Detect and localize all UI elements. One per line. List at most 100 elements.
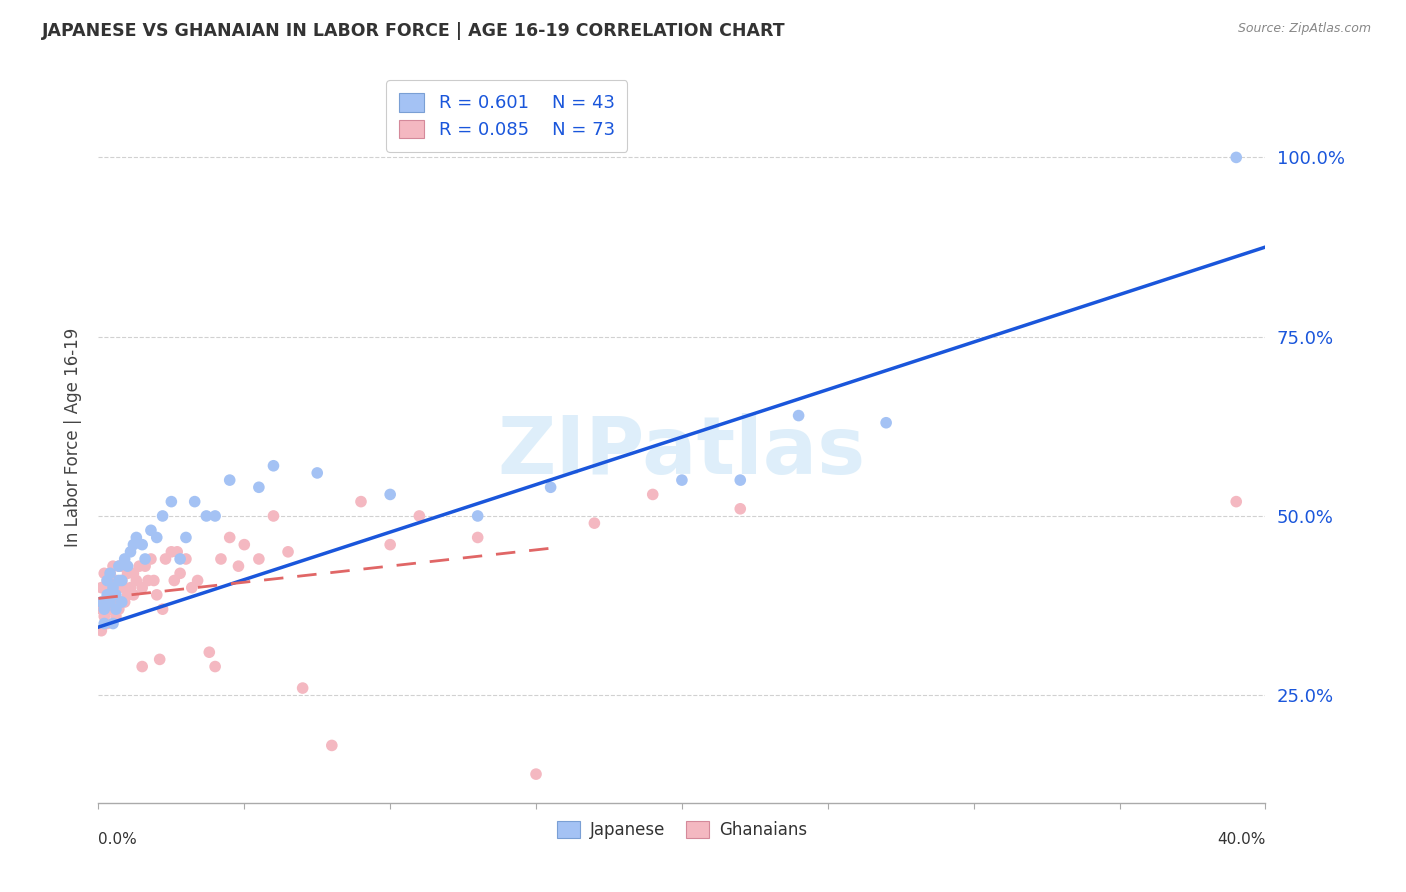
Point (101, 588, 124, 602)
Text: 0.0%: 0.0% (98, 832, 138, 847)
Point (583, 516, 606, 530)
Point (125, 531, 148, 545)
Point (111, 595, 134, 609)
Point (540, 480, 562, 494)
Point (149, 652, 172, 666)
Point (174, 531, 197, 545)
Point (152, 508, 174, 523)
Point (467, 531, 489, 545)
Point (136, 574, 159, 588)
Point (169, 552, 191, 566)
Text: JAPANESE VS GHANAIAN IN LABOR FORCE | AGE 16-19 CORRELATION CHART: JAPANESE VS GHANAIAN IN LABOR FORCE | AG… (42, 22, 786, 40)
Point (380, 538, 402, 552)
Point (114, 552, 136, 566)
Point (131, 659, 153, 673)
Point (93, 616, 115, 631)
Point (111, 574, 134, 588)
Point (875, 416, 897, 430)
Point (163, 574, 186, 588)
Point (90, 602, 112, 616)
Point (233, 538, 256, 552)
Point (787, 409, 810, 423)
Point (111, 559, 134, 574)
Point (380, 487, 402, 501)
Point (120, 581, 142, 595)
Point (104, 602, 127, 616)
Point (291, 681, 314, 695)
Point (277, 545, 299, 559)
Point (128, 559, 150, 574)
Point (108, 602, 131, 616)
Point (218, 473, 240, 487)
Point (93, 602, 115, 616)
Point (108, 559, 131, 574)
Point (96, 574, 118, 588)
Point (160, 494, 183, 508)
Point (146, 588, 169, 602)
Point (117, 559, 139, 574)
Point (120, 545, 142, 559)
Point (108, 559, 131, 574)
Point (122, 566, 145, 581)
Point (93, 609, 115, 624)
Point (125, 574, 148, 588)
Point (108, 581, 131, 595)
Point (117, 566, 139, 581)
Point (96, 574, 118, 588)
Point (101, 559, 124, 574)
Point (204, 508, 226, 523)
Point (104, 588, 127, 602)
Point (131, 538, 153, 552)
Point (160, 545, 183, 559)
Point (98, 595, 121, 609)
Point (195, 508, 218, 523)
Point (467, 508, 489, 523)
Point (98, 602, 121, 616)
Point (262, 458, 284, 473)
Text: 40.0%: 40.0% (1218, 832, 1265, 847)
Point (146, 531, 169, 545)
Point (247, 480, 270, 494)
Point (117, 588, 139, 602)
Point (96, 595, 118, 609)
Point (90, 581, 112, 595)
Point (122, 538, 145, 552)
Point (262, 508, 284, 523)
Point (114, 595, 136, 609)
Point (174, 552, 197, 566)
Legend: Japanese, Ghanaians: Japanese, Ghanaians (550, 814, 814, 846)
Point (198, 645, 221, 659)
Point (408, 508, 430, 523)
Point (96, 616, 118, 631)
Point (101, 581, 124, 595)
Point (1225, 150, 1247, 164)
Point (96, 588, 118, 602)
Point (1225, 494, 1247, 508)
Point (730, 473, 752, 487)
Point (321, 739, 343, 753)
Point (98, 595, 121, 609)
Point (247, 552, 270, 566)
Point (114, 581, 136, 595)
Y-axis label: In Labor Force | Age 16-19: In Labor Force | Age 16-19 (63, 327, 82, 547)
Point (134, 552, 156, 566)
Point (111, 574, 134, 588)
Point (108, 595, 131, 609)
Point (524, 767, 547, 781)
Point (90, 624, 112, 638)
Text: Source: ZipAtlas.com: Source: ZipAtlas.com (1237, 22, 1371, 36)
Point (90, 595, 112, 609)
Point (350, 494, 373, 508)
Point (204, 659, 226, 673)
Point (307, 466, 329, 480)
Point (641, 487, 664, 501)
Point (101, 581, 124, 595)
Point (101, 602, 124, 616)
Point (104, 595, 127, 609)
Point (98, 566, 121, 581)
Point (187, 574, 209, 588)
Point (183, 494, 205, 508)
Point (139, 524, 162, 538)
Point (101, 616, 124, 631)
Text: ZIPatlas: ZIPatlas (498, 413, 866, 491)
